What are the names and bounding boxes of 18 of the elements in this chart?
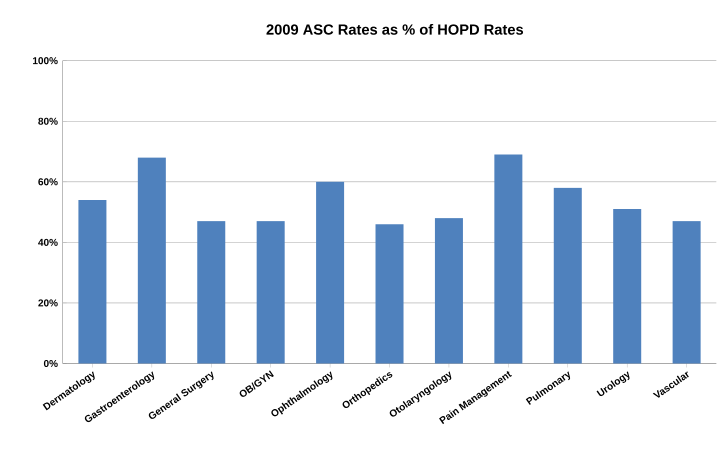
- bar: [138, 158, 166, 364]
- y-tick-label: 80%: [38, 118, 58, 126]
- bar: [554, 188, 582, 364]
- bar: [434, 218, 463, 364]
- bar: [256, 221, 285, 364]
- bar: [197, 221, 226, 364]
- bar: [672, 221, 701, 364]
- bar: [316, 182, 344, 364]
- chart-title: 2009 ASC Rates as % of HOPD Rates: [266, 24, 524, 35]
- y-tick-label: 100%: [33, 57, 58, 64]
- bar: [376, 224, 404, 364]
- y-tick-label: 60%: [38, 178, 58, 186]
- y-tick-label: 0%: [44, 360, 58, 368]
- bar: [494, 154, 522, 364]
- y-tick-label: 40%: [38, 239, 58, 246]
- bar: [613, 209, 642, 364]
- bar: [78, 200, 106, 364]
- y-tick-label: 20%: [38, 300, 58, 307]
